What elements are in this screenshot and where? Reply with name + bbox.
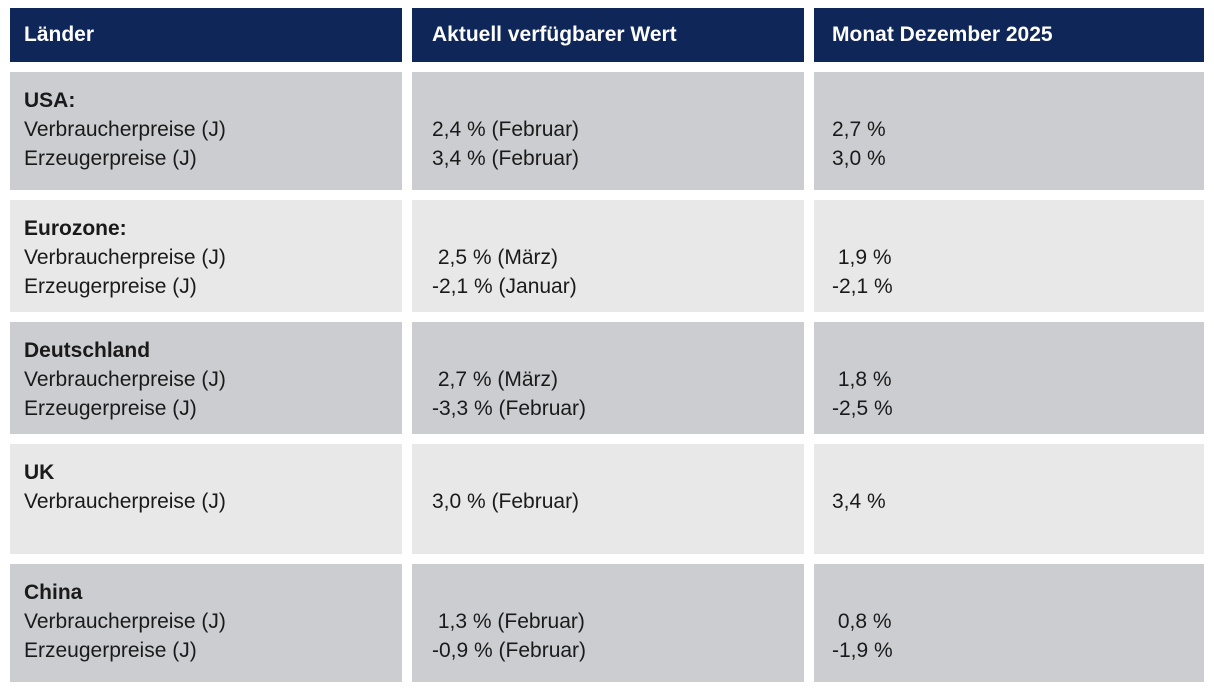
december-value: 1,9 % xyxy=(832,246,892,269)
december-value-cell: 1,9 % -2,1 % xyxy=(814,200,1204,312)
country-cell: China Verbraucherpreise (J) Erzeugerprei… xyxy=(10,564,402,682)
december-value: -1,9 % xyxy=(832,639,893,662)
current-value-cell: 1,3 % (Februar) -0,9 % (Februar) xyxy=(412,564,804,682)
line-spacer xyxy=(432,336,804,365)
december-value: 3,0 % xyxy=(832,147,886,170)
line-spacer xyxy=(432,578,804,607)
indicator-label: Verbraucherpreise (J) xyxy=(24,118,226,141)
current-value: 2,4 % (Februar) xyxy=(432,118,580,141)
current-value: 1,3 % (Februar) xyxy=(432,610,585,633)
table-row-china: China Verbraucherpreise (J) Erzeugerprei… xyxy=(10,564,1204,682)
table-header-row: Länder Aktuell verfügbarer Wert Monat De… xyxy=(10,8,1204,62)
december-value: 0,8 % xyxy=(832,610,892,633)
country-cell: Deutschland Verbraucherpreise (J) Erzeug… xyxy=(10,322,402,434)
table-row-uk: UK Verbraucherpreise (J) 3,0 % (Februar)… xyxy=(10,444,1204,554)
line-spacer xyxy=(432,86,804,115)
line-spacer xyxy=(832,214,1204,243)
current-value: 3,4 % (Februar) xyxy=(432,147,580,170)
december-value-cell: 1,8 % -2,5 % xyxy=(814,322,1204,434)
december-value: 2,7 % xyxy=(832,118,886,141)
country-cell: UK Verbraucherpreise (J) xyxy=(10,444,402,554)
current-value-cell: 2,4 % (Februar) 3,4 % (Februar) xyxy=(412,72,804,190)
country-name: Eurozone: xyxy=(24,217,127,240)
indicator-label: Erzeugerpreise (J) xyxy=(24,397,197,420)
december-value-cell: 0,8 % -1,9 % xyxy=(814,564,1204,682)
indicator-label: Verbraucherpreise (J) xyxy=(24,610,226,633)
table-row-usa: USA: Verbraucherpreise (J) Erzeugerpreis… xyxy=(10,72,1204,190)
current-value-cell: 3,0 % (Februar) xyxy=(412,444,804,554)
inflation-table: Länder Aktuell verfügbarer Wert Monat De… xyxy=(10,8,1204,692)
current-value: 2,7 % (März) xyxy=(432,368,559,391)
country-name: Deutschland xyxy=(24,339,151,362)
header-laender: Länder xyxy=(10,8,402,62)
table-row-deutschland: Deutschland Verbraucherpreise (J) Erzeug… xyxy=(10,322,1204,434)
header-monat-dezember: Monat Dezember 2025 xyxy=(814,8,1204,62)
december-value: -2,1 % xyxy=(832,275,893,298)
header-aktueller-wert: Aktuell verfügbarer Wert xyxy=(412,8,804,62)
indicator-label: Verbraucherpreise (J) xyxy=(24,368,226,391)
line-spacer xyxy=(832,336,1204,365)
current-value: -2,1 % (Januar) xyxy=(432,275,577,298)
current-value: 3,0 % (Februar) xyxy=(432,490,580,513)
current-value: -0,9 % (Februar) xyxy=(432,639,587,662)
indicator-label: Erzeugerpreise (J) xyxy=(24,147,197,170)
table-row-eurozone: Eurozone: Verbraucherpreise (J) Erzeuger… xyxy=(10,200,1204,312)
current-value: -3,3 % (Februar) xyxy=(432,397,587,420)
december-value-cell: 3,4 % xyxy=(814,444,1204,554)
indicator-label: Verbraucherpreise (J) xyxy=(24,246,226,269)
current-value-cell: 2,7 % (März) -3,3 % (Februar) xyxy=(412,322,804,434)
country-name: USA: xyxy=(24,89,76,112)
line-spacer xyxy=(432,458,804,487)
december-value: 1,8 % xyxy=(832,368,892,391)
december-value-cell: 2,7 % 3,0 % xyxy=(814,72,1204,190)
line-spacer xyxy=(832,458,1204,487)
december-value: 3,4 % xyxy=(832,490,886,513)
indicator-label: Verbraucherpreise (J) xyxy=(24,490,226,513)
country-name: China xyxy=(24,581,83,604)
indicator-label: Erzeugerpreise (J) xyxy=(24,275,197,298)
december-value: -2,5 % xyxy=(832,397,893,420)
country-name: UK xyxy=(24,461,55,484)
current-value-cell: 2,5 % (März) -2,1 % (Januar) xyxy=(412,200,804,312)
country-cell: USA: Verbraucherpreise (J) Erzeugerpreis… xyxy=(10,72,402,190)
current-value: 2,5 % (März) xyxy=(432,246,559,269)
line-spacer xyxy=(832,578,1204,607)
country-cell: Eurozone: Verbraucherpreise (J) Erzeuger… xyxy=(10,200,402,312)
line-spacer xyxy=(432,214,804,243)
line-spacer xyxy=(832,86,1204,115)
indicator-label: Erzeugerpreise (J) xyxy=(24,639,197,662)
